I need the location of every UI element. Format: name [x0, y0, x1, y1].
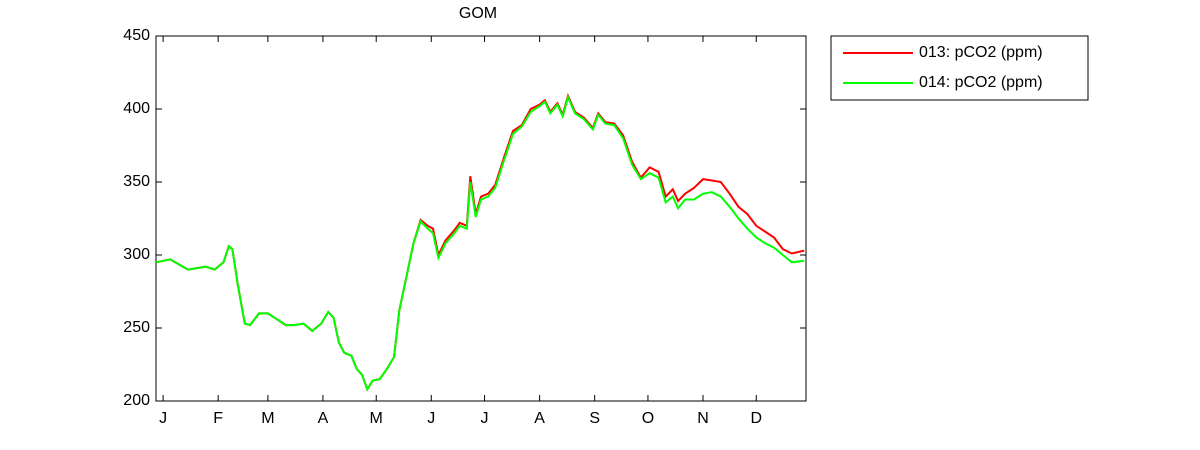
y-tick-label: 200 [123, 392, 150, 409]
line-series [155, 92, 805, 392]
x-tick-label: A [534, 410, 545, 427]
y-tick-label: 300 [123, 246, 150, 263]
y-tick-label: 350 [123, 173, 150, 190]
x-tick-label: A [318, 410, 329, 427]
legend-label: 014: pCO2 (ppm) [919, 74, 1043, 91]
x-tick-label: J [427, 410, 435, 427]
legend-box [830, 35, 1089, 101]
y-tick-label: 400 [123, 100, 150, 117]
plot-frame [155, 35, 807, 402]
x-tick-label: N [697, 410, 709, 427]
x-tick-label: F [213, 410, 223, 427]
legend-label: 013: pCO2 (ppm) [919, 44, 1043, 61]
x-tick-label: M [370, 410, 383, 427]
x-tick-label: M [261, 410, 274, 427]
x-tick-label: J [481, 410, 489, 427]
x-tick-label: O [642, 410, 654, 427]
y-tick-label: 250 [123, 319, 150, 336]
line-series [155, 94, 805, 392]
chart-title: GOM [459, 5, 497, 22]
x-tick-label: S [589, 410, 600, 427]
x-tick-label: D [750, 410, 762, 427]
y-tick-label: 450 [123, 27, 150, 44]
x-tick-label: J [159, 410, 167, 427]
